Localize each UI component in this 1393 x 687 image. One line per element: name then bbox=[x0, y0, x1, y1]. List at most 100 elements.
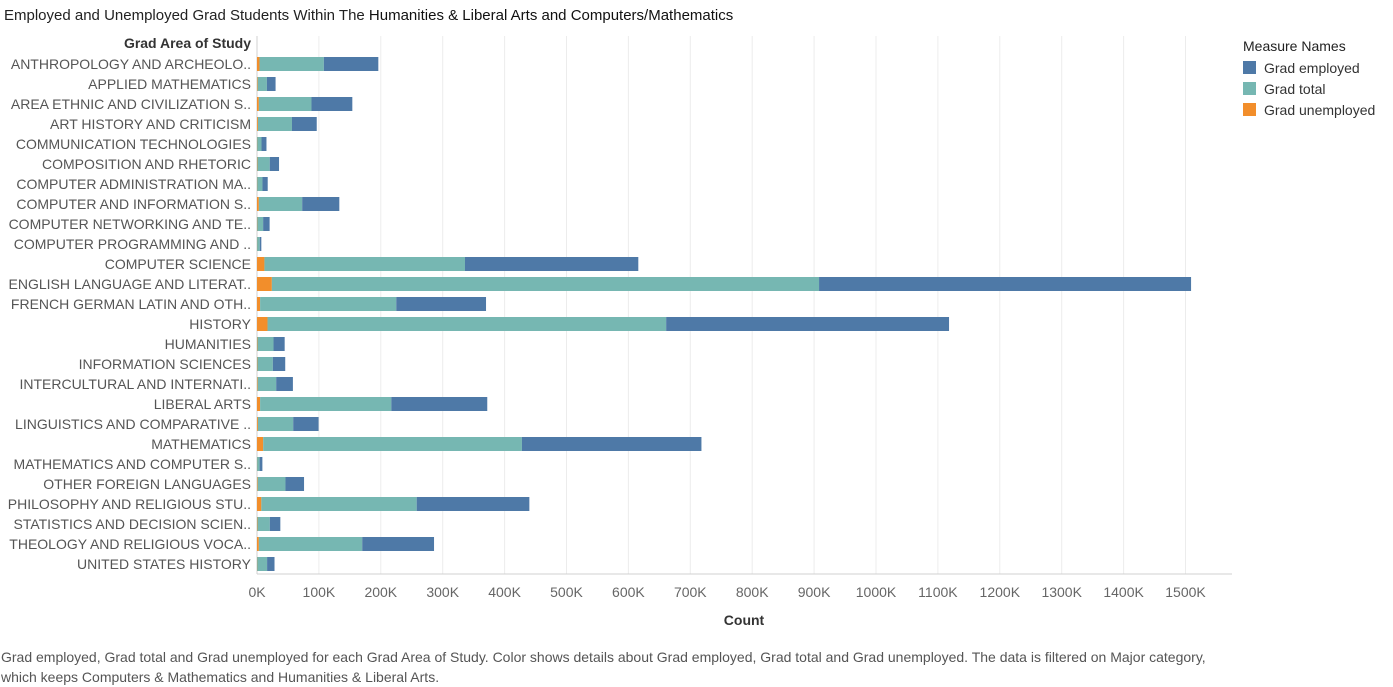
chart-title: Employed and Unemployed Grad Students Wi… bbox=[4, 7, 733, 24]
bar-grad-total-philosophy-and-religious-stu bbox=[261, 497, 417, 511]
bar-grad-total-art-history-and-criticism bbox=[257, 117, 292, 131]
chart-caption: Grad employed, Grad total and Grad unemp… bbox=[1, 649, 1206, 685]
category-label-24: THEOLOGY AND RELIGIOUS VOCA.. bbox=[9, 536, 251, 552]
bar-grad-employed-liberal-arts bbox=[391, 397, 488, 411]
bar-grad-employed-computer-administration-ma bbox=[262, 177, 268, 191]
bar-grad-total-mathematics-and-computer-s bbox=[257, 457, 260, 471]
bar-grad-total-communication-technologies bbox=[257, 137, 262, 151]
x-tick-label-0: 0K bbox=[248, 584, 266, 600]
legend-item-grad-unemployed[interactable]: Grad unemployed bbox=[1243, 99, 1375, 120]
category-label-0: ANTHROPOLOGY AND ARCHEOLO.. bbox=[11, 56, 251, 72]
category-label-3: ART HISTORY AND CRITICISM bbox=[50, 116, 251, 132]
bar-grad-unemployed-computer-and-information-s bbox=[257, 197, 259, 211]
bar-grad-employed-mathematics bbox=[521, 437, 702, 451]
bar-grad-total-mathematics bbox=[263, 437, 522, 451]
category-label-20: MATHEMATICS AND COMPUTER S.. bbox=[14, 456, 252, 472]
category-label-13: HISTORY bbox=[189, 316, 251, 332]
bar-grad-total-computer-science bbox=[264, 257, 465, 271]
bar-grad-total-intercultural-and-internati bbox=[257, 377, 277, 391]
bar-grad-unemployed-other-foreign-languages bbox=[257, 477, 258, 491]
bar-grad-employed-history bbox=[666, 317, 950, 331]
legend-swatch-grad-total bbox=[1243, 82, 1256, 95]
bar-grad-unemployed-anthropology-and-archeolo bbox=[257, 57, 260, 71]
bar-grad-employed-anthropology-and-archeolo bbox=[323, 57, 379, 71]
category-label-25: UNITED STATES HISTORY bbox=[77, 556, 252, 572]
bar-grad-total-anthropology-and-archeolo bbox=[259, 57, 324, 71]
bar-grad-unemployed-area-ethnic-and-civilization-s bbox=[257, 97, 259, 111]
bar-grad-total-composition-and-rhetoric bbox=[257, 157, 270, 171]
category-label-19: MATHEMATICS bbox=[151, 436, 251, 452]
bar-grad-employed-communication-technologies bbox=[261, 137, 267, 151]
legend-label-grad-total: Grad total bbox=[1264, 80, 1326, 97]
category-label-1: APPLIED MATHEMATICS bbox=[88, 76, 251, 92]
x-tick-label-3: 300K bbox=[426, 584, 459, 600]
bar-grad-employed-information-sciences bbox=[272, 357, 286, 371]
category-label-23: STATISTICS AND DECISION SCIEN.. bbox=[13, 516, 251, 532]
bar-grad-unemployed-intercultural-and-internati bbox=[257, 377, 258, 391]
x-tick-label-14: 1400K bbox=[1103, 584, 1144, 600]
x-tick-label-6: 600K bbox=[612, 584, 645, 600]
legend-swatch-grad-unemployed bbox=[1243, 103, 1256, 116]
bar-grad-employed-applied-mathematics bbox=[266, 77, 276, 91]
x-tick-label-1: 100K bbox=[303, 584, 336, 600]
category-label-7: COMPUTER AND INFORMATION S.. bbox=[16, 196, 251, 212]
legend-swatch-grad-employed bbox=[1243, 61, 1256, 74]
bar-grad-total-history bbox=[267, 317, 667, 331]
bar-grad-employed-art-history-and-criticism bbox=[291, 117, 317, 131]
bar-grad-employed-theology-and-religious-voca bbox=[362, 537, 435, 551]
bar-grad-employed-statistics-and-decision-scien bbox=[269, 517, 281, 531]
bar-grad-total-english-language-and-literat bbox=[271, 277, 820, 291]
bar-grad-total-computer-networking-and-te bbox=[257, 217, 264, 231]
bar-grad-total-statistics-and-decision-scien bbox=[257, 517, 270, 531]
bar-grad-total-linguistics-and-comparative bbox=[257, 417, 294, 431]
bar-grad-unemployed-humanities bbox=[257, 337, 258, 351]
category-label-22: PHILOSOPHY AND RELIGIOUS STU.. bbox=[8, 496, 251, 512]
category-label-14: HUMANITIES bbox=[165, 336, 251, 352]
x-tick-label-10: 1000K bbox=[856, 584, 897, 600]
category-label-16: INTERCULTURAL AND INTERNATI.. bbox=[19, 376, 251, 392]
category-label-6: COMPUTER ADMINISTRATION MA.. bbox=[16, 176, 251, 192]
bar-grad-employed-other-foreign-languages bbox=[285, 477, 305, 491]
bar-grad-unemployed-english-language-and-literat bbox=[257, 277, 272, 291]
bar-grad-total-french-german-latin-and-oth bbox=[260, 297, 397, 311]
bar-grad-employed-computer-and-information-s bbox=[302, 197, 340, 211]
x-tick-label-4: 400K bbox=[488, 584, 521, 600]
legend-label-grad-unemployed: Grad unemployed bbox=[1264, 101, 1376, 118]
bar-grad-unemployed-liberal-arts bbox=[257, 397, 261, 411]
x-tick-label-8: 800K bbox=[736, 584, 769, 600]
legend-label-grad-employed: Grad employed bbox=[1264, 59, 1360, 76]
x-tick-label-11: 1100K bbox=[918, 584, 958, 600]
legend-item-grad-total[interactable]: Grad total bbox=[1243, 78, 1375, 99]
bar-grad-total-information-sciences bbox=[257, 357, 273, 371]
bar-grad-employed-philosophy-and-religious-stu bbox=[416, 497, 530, 511]
x-tick-label-5: 500K bbox=[550, 584, 583, 600]
x-tick-label-9: 900K bbox=[798, 584, 831, 600]
bar-grad-total-computer-and-information-s bbox=[258, 197, 303, 211]
x-tick-label-7: 700K bbox=[674, 584, 707, 600]
category-label-17: LIBERAL ARTS bbox=[154, 396, 251, 412]
bar-grad-total-area-ethnic-and-civilization-s bbox=[258, 97, 312, 111]
bar-grad-unemployed-information-sciences bbox=[257, 357, 258, 371]
bar-grad-employed-united-states-history bbox=[267, 557, 275, 571]
bar-grad-unemployed-linguistics-and-comparative bbox=[257, 417, 258, 431]
category-label-10: COMPUTER SCIENCE bbox=[105, 256, 251, 272]
category-label-4: COMMUNICATION TECHNOLOGIES bbox=[16, 136, 251, 152]
bar-grad-total-humanities bbox=[257, 337, 274, 351]
bar-grad-unemployed-theology-and-religious-voca bbox=[257, 537, 259, 551]
bar-grad-unemployed-statistics-and-decision-scien bbox=[257, 517, 258, 531]
x-tick-label-13: 1300K bbox=[1041, 584, 1082, 600]
bar-grad-employed-computer-programming-and bbox=[259, 237, 262, 251]
bar-grad-total-computer-administration-ma bbox=[257, 177, 263, 191]
legend-item-grad-employed[interactable]: Grad employed bbox=[1243, 57, 1375, 78]
category-label-5: COMPOSITION AND RHETORIC bbox=[42, 156, 251, 172]
bar-grad-employed-area-ethnic-and-civilization-s bbox=[311, 97, 353, 111]
chart-title-prefix: Employed and Unemployed Grad Students Wi… bbox=[4, 7, 369, 24]
bar-grad-employed-computer-science bbox=[464, 257, 639, 271]
bar-grad-employed-english-language-and-literat bbox=[819, 277, 1192, 291]
bar-grad-total-liberal-arts bbox=[260, 397, 392, 411]
bar-grad-total-other-foreign-languages bbox=[257, 477, 286, 491]
row-header: Grad Area of Study bbox=[124, 35, 251, 51]
category-label-21: OTHER FOREIGN LANGUAGES bbox=[43, 476, 251, 492]
bar-grad-employed-mathematics-and-computer-s bbox=[259, 457, 263, 471]
